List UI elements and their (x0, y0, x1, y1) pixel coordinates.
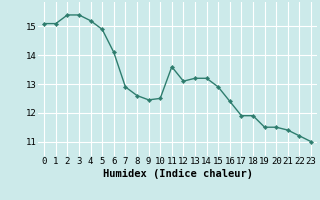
X-axis label: Humidex (Indice chaleur): Humidex (Indice chaleur) (103, 169, 252, 179)
